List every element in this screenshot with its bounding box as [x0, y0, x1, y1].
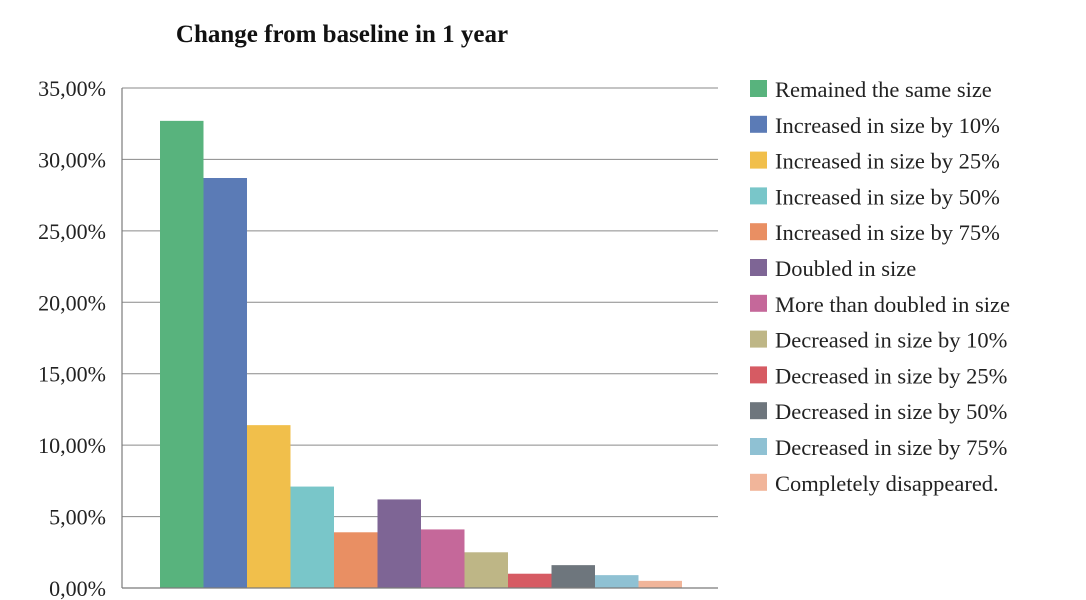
legend-swatch-10 [750, 402, 767, 420]
y-tick-label-3: 15,00% [38, 362, 106, 387]
legend-label-11: Decreased in size by 75% [775, 435, 1007, 460]
legend-label-2: Increased in size by 10% [775, 113, 1000, 138]
legend-label-12: Completely disappeared. [775, 471, 999, 496]
legend-label-4: Increased in size by 50% [775, 184, 1000, 209]
legend-swatch-5 [750, 223, 767, 241]
legend-swatch-12 [750, 473, 767, 491]
y-tick-label-6: 30,00% [38, 147, 106, 172]
legend-swatch-2 [750, 115, 767, 133]
y-tick-label-7: 35,00% [38, 76, 106, 101]
legend-label-5: Increased in size by 75% [775, 220, 1000, 245]
legend-swatch-11 [750, 438, 767, 455]
bar-12 [638, 580, 682, 588]
legend-label-9: Decreased in size by 25% [775, 363, 1007, 388]
legend-label-7: More than doubled in size [775, 292, 1010, 317]
legend-swatch-9 [750, 366, 767, 384]
legend: Remained the same size Increased in size … [750, 77, 1010, 496]
y-tick-label-5: 25,00% [38, 219, 106, 244]
bar-4 [290, 486, 334, 588]
chart-title: Change from baseline in 1 year [176, 21, 508, 48]
bar-11 [595, 575, 639, 588]
y-tick-label-1: 5,00% [49, 505, 106, 530]
bar-8 [464, 552, 508, 588]
bar-1 [160, 120, 204, 588]
legend-swatch-7 [750, 294, 767, 312]
bar-10 [551, 565, 595, 588]
legend-swatch-4 [750, 187, 767, 205]
y-axis-ticks: 0,00% 5,00% 10,00% 15,00% 20,00% 25,00% 30,00%… [38, 76, 106, 600]
bar-9 [508, 573, 552, 588]
y-tick-label-4: 20,00% [38, 290, 106, 315]
bar-6 [377, 499, 421, 588]
legend-swatch-6 [750, 259, 767, 276]
legend-swatch-8 [750, 330, 767, 348]
bars [160, 120, 682, 588]
bar-5 [334, 532, 378, 588]
legend-label-6: Doubled in size [775, 256, 916, 281]
legend-label-1: Remained the same size [775, 77, 992, 102]
y-tick-label-2: 10,00% [38, 433, 106, 458]
bar-7 [421, 529, 465, 588]
legend-label-3: Increased in size by 25% [775, 149, 1000, 174]
y-tick-label-0: 0,00% [49, 576, 106, 600]
bar-2 [203, 178, 247, 588]
legend-label-10: Decreased in size by 50% [775, 399, 1007, 424]
axes [121, 88, 718, 589]
legend-label-8: Decreased in size by 10% [775, 328, 1007, 353]
legend-swatch-1 [750, 80, 767, 97]
legend-swatch-3 [750, 151, 767, 169]
bar-3 [247, 425, 291, 588]
